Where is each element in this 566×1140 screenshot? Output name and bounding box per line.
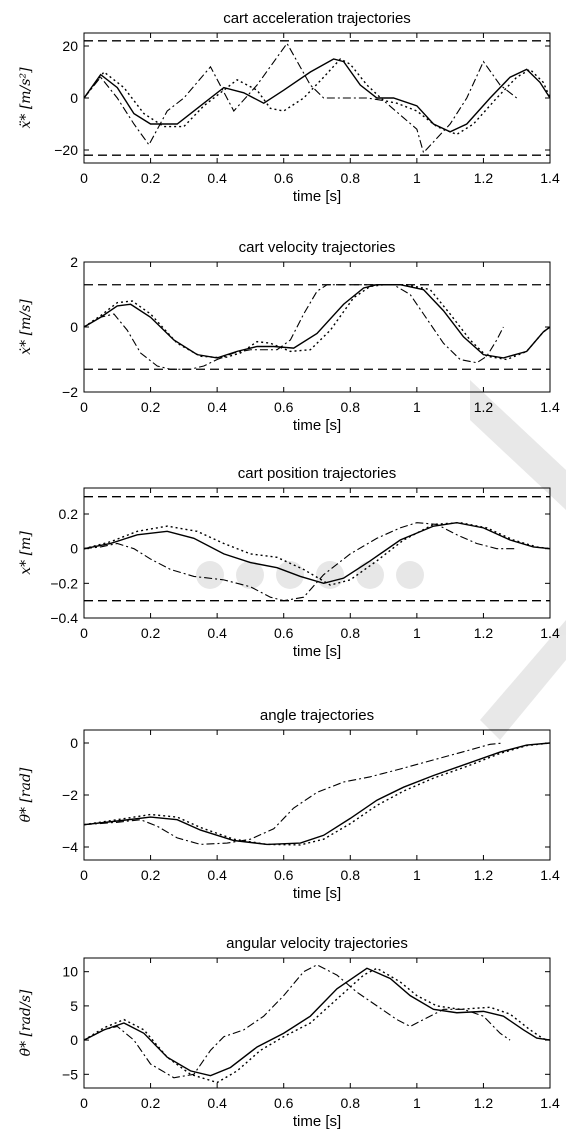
y-tick-label: 0 — [70, 541, 78, 557]
x-tick-label: 0.2 — [141, 1095, 161, 1111]
y-tick-label: 2 — [70, 254, 78, 270]
y-axis-label: θ̇* [rad/s] — [18, 989, 34, 1056]
x-axis-label: time [s] — [293, 1113, 341, 1130]
y-tick-label: 0 — [70, 90, 78, 106]
chart-title: cart velocity trajectories — [239, 239, 396, 256]
y-tick-label: 0.2 — [59, 506, 79, 522]
x-tick-label: 1 — [413, 867, 421, 883]
series-line-dotted — [83, 284, 551, 361]
chart-panel-3: cart position trajectories 0 0.2 0.4 0.6 0.8 1… — [18, 465, 560, 660]
x-tick-label: 0.4 — [207, 867, 227, 883]
x-tick-label: 0.6 — [274, 625, 294, 641]
x-tick-label: 0.6 — [274, 867, 294, 883]
chart-title: angle trajectories — [260, 707, 374, 724]
y-axis-label: ẍ* [m/s²] — [18, 67, 34, 129]
y-tick-label: 0 — [70, 1032, 78, 1048]
y-axis-label: θ* [rad] — [18, 767, 34, 822]
y-tick-label: −20 — [54, 142, 78, 158]
x-tick-label: 1.2 — [474, 399, 494, 415]
y-tick-label: 5 — [70, 998, 78, 1014]
x-axis-label: time [s] — [293, 885, 341, 902]
series-line-solid — [83, 967, 551, 1077]
plot-frame — [83, 729, 551, 861]
series-line-dotted — [83, 967, 551, 1084]
x-tick-label: 1.2 — [474, 1095, 494, 1111]
y-tick-label: 10 — [62, 964, 78, 980]
chart-panel-5: angular velocity trajectories 0 0.2 0.4 0.6 0… — [18, 935, 560, 1130]
plot-frame — [83, 487, 551, 619]
x-tick-label: 1.2 — [474, 170, 494, 186]
chart-panel-1: cart acceleration trajectories 0 0.2 0.4 0.6… — [18, 10, 560, 205]
y-tick-label: −4 — [62, 839, 78, 855]
series-line-solid — [83, 742, 551, 846]
series-line-dashdot — [83, 522, 517, 602]
x-tick-label: 0.2 — [141, 867, 161, 883]
x-tick-label: 1.4 — [540, 399, 560, 415]
x-tick-label: 0.8 — [341, 399, 361, 415]
y-tick-label: −2 — [62, 384, 78, 400]
x-tick-label: 1.2 — [474, 625, 494, 641]
x-tick-label: 0 — [80, 625, 88, 641]
y-tick-label: −5 — [62, 1066, 78, 1082]
series-line-solid — [83, 521, 551, 585]
x-tick-label: 1.4 — [540, 1095, 560, 1111]
x-tick-label: 1 — [413, 625, 421, 641]
x-axis-label: time [s] — [293, 417, 341, 434]
series-line-dashdot — [83, 42, 518, 154]
series-line-dotted — [83, 521, 551, 586]
x-tick-label: 1.4 — [540, 170, 560, 186]
x-tick-label: 0.8 — [341, 867, 361, 883]
y-tick-label: −0.4 — [50, 610, 78, 626]
x-tick-label: 0.6 — [274, 170, 294, 186]
chart-title: angular velocity trajectories — [226, 935, 408, 952]
x-tick-label: 0 — [80, 1095, 88, 1111]
x-tick-label: 0.4 — [207, 399, 227, 415]
chart-panel-4: angle trajectories 0 0.2 0.4 0.6 0.8 1 1.2 1.4 −4… — [18, 707, 560, 902]
x-tick-label: 0.4 — [207, 625, 227, 641]
x-tick-label: 1 — [413, 170, 421, 186]
chart-title: cart position trajectories — [238, 465, 396, 482]
x-tick-label: 1 — [413, 399, 421, 415]
plot-frame — [83, 261, 551, 393]
y-axis-label: ẋ* [m/s] — [18, 299, 34, 355]
chart-title: cart acceleration trajectories — [223, 10, 411, 27]
series-line-dashdot — [83, 742, 504, 845]
x-tick-label: 0.2 — [141, 399, 161, 415]
x-tick-label: 1 — [413, 1095, 421, 1111]
x-tick-label: 0.8 — [341, 170, 361, 186]
x-axis-label: time [s] — [293, 643, 341, 660]
x-tick-label: 0 — [80, 170, 88, 186]
series-line-dotted — [83, 58, 551, 136]
plot-frame — [83, 957, 551, 1089]
y-tick-label: −0.2 — [50, 575, 78, 591]
x-tick-label: 0.4 — [207, 170, 227, 186]
x-tick-label: 0.4 — [207, 1095, 227, 1111]
series-line-solid — [83, 284, 551, 359]
series-line-dashdot — [83, 964, 511, 1079]
series-line-solid — [83, 58, 551, 133]
series-line-dotted — [83, 742, 551, 846]
y-tick-label: −2 — [62, 787, 78, 803]
x-tick-label: 0.6 — [274, 1095, 294, 1111]
x-tick-label: 1.4 — [540, 867, 560, 883]
x-tick-label: 0.8 — [341, 625, 361, 641]
y-tick-label: 20 — [62, 38, 78, 54]
x-tick-label: 0.6 — [274, 399, 294, 415]
x-tick-label: 0.2 — [141, 625, 161, 641]
x-tick-label: 0 — [80, 867, 88, 883]
y-tick-label: 0 — [70, 319, 78, 335]
chart-panel-2: cart velocity trajectories 0 0.2 0.4 0.6 0.8 1… — [18, 239, 560, 434]
x-tick-label: 1.4 — [540, 625, 560, 641]
y-axis-label: x* [m] — [18, 531, 34, 575]
plot-frame — [83, 32, 551, 164]
x-tick-label: 0.8 — [341, 1095, 361, 1111]
series-line-dashdot — [83, 284, 504, 370]
x-axis-label: time [s] — [293, 188, 341, 205]
x-tick-label: 0.2 — [141, 170, 161, 186]
y-tick-label: 0 — [70, 735, 78, 751]
x-tick-label: 1.2 — [474, 867, 494, 883]
x-tick-label: 0 — [80, 399, 88, 415]
